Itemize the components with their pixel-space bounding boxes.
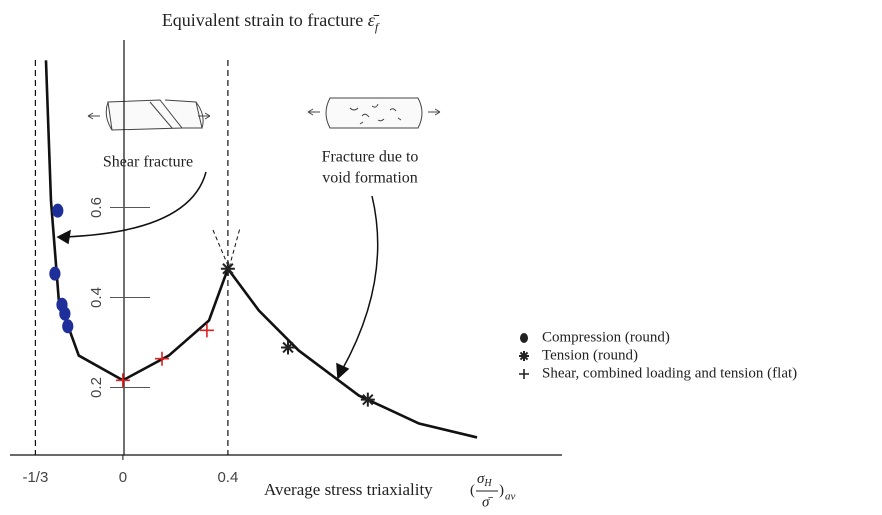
marker-plus — [115, 373, 130, 388]
legend: Compression (round) Tension (round) Shear,… — [519, 329, 797, 381]
legend-label: Compression (round) — [542, 329, 670, 345]
marker-circle — [520, 333, 528, 343]
chart-title: Equivalent strain to fracture ε̄f — [162, 10, 380, 34]
x-tick-label: 0 — [119, 469, 127, 486]
x-tick-label: 0.4 — [217, 469, 238, 486]
x-axis-label: Average stress triaxiality — [264, 480, 433, 499]
y-tick-label: 0.6 — [88, 197, 105, 218]
legend-label: Tension (round) — [542, 347, 638, 363]
y-tick-label: 0.4 — [88, 287, 105, 308]
paren: ( — [470, 482, 475, 498]
numerator-sub: H — [483, 478, 492, 489]
void-specimen — [307, 97, 441, 129]
x-tick-label: -1/3 — [22, 469, 48, 486]
marker-plus — [199, 323, 214, 338]
numerator: σ — [477, 471, 485, 487]
y-tick-label: 0.2 — [88, 377, 105, 398]
x-axis-symbol: ( σH σ̄ ) av — [470, 471, 516, 510]
marker-circle — [49, 266, 61, 281]
extrapolation — [212, 227, 241, 270]
title-symbol-sub: f — [375, 20, 380, 34]
legend-label: Shear, combined loading and tension (fla… — [542, 365, 797, 381]
denominator: σ̄ — [482, 494, 493, 510]
annotation: Shear fracture — [103, 154, 193, 171]
paren: ) — [499, 482, 504, 498]
symbol-numerator: σH — [477, 471, 492, 489]
annotation: Fracture due to — [322, 149, 419, 166]
marker-circle — [52, 203, 64, 218]
marker-star — [281, 340, 296, 355]
plot-area: -1/3 0 0.4 0.2 0.4 0.6 — [22, 60, 478, 486]
annotation: void formation — [322, 170, 418, 187]
title-text: Equivalent strain to fracture — [162, 10, 363, 30]
annotation-arrow — [56, 171, 379, 380]
marker-plus — [519, 369, 529, 379]
marker-plus — [155, 351, 170, 366]
marker-star — [519, 351, 529, 361]
symbol-sub: av — [505, 491, 516, 503]
marker-star — [360, 392, 375, 407]
shear-specimen — [87, 99, 211, 131]
marker-star — [220, 261, 235, 276]
marker-circle — [62, 319, 74, 334]
marker-circle — [59, 306, 71, 321]
